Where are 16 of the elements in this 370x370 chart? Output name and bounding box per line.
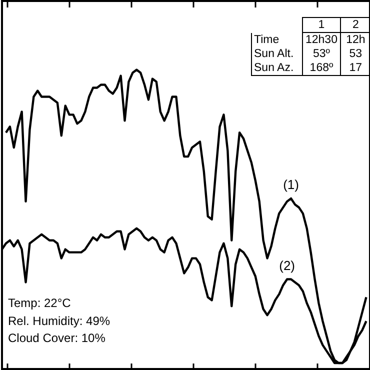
series-label: (1) <box>283 177 299 192</box>
series-label: (2) <box>279 258 295 273</box>
text: Sun Alt. <box>252 47 302 61</box>
text: 53 <box>340 47 370 61</box>
text: 2 <box>340 18 370 32</box>
text: 12h30 <box>302 32 341 47</box>
annotation: Temp: 22°C <box>8 295 72 312</box>
annotation: 17 <box>340 61 370 76</box>
text: 1 <box>302 18 341 32</box>
annotation: Cloud Cover: 10% <box>8 330 106 347</box>
annotation: Sun Az. <box>252 61 302 76</box>
text: Time <box>252 32 302 47</box>
text: 53º <box>302 47 341 61</box>
annotation: Rel. Humidity: 49% <box>8 312 110 330</box>
text: 12h <box>340 32 370 47</box>
annotation: 168º <box>302 61 341 76</box>
